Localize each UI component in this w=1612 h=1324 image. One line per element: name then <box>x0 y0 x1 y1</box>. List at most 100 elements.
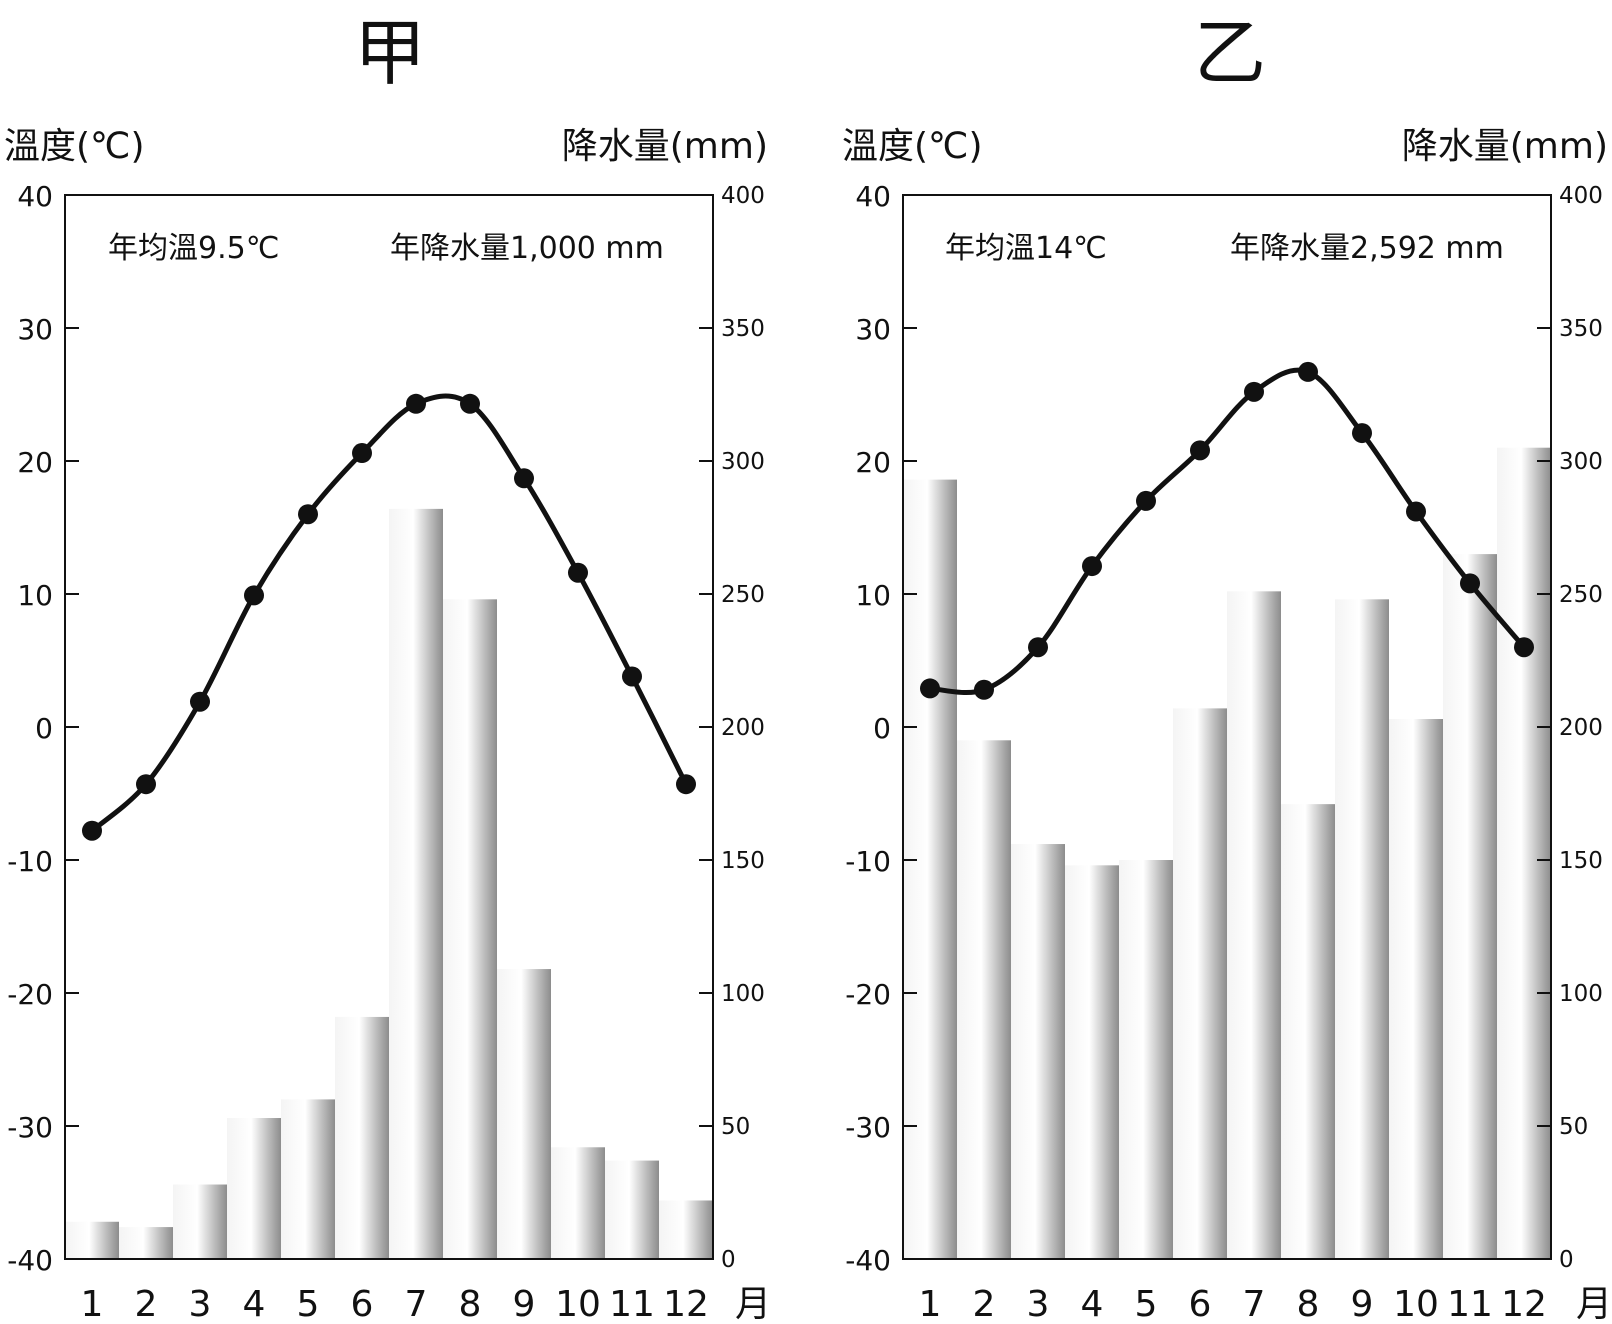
x-axis-label: 月 <box>1576 1284 1612 1324</box>
x-tick-label: 2 <box>973 1284 996 1324</box>
chart-title: 甲 <box>354 11 426 95</box>
temp-point-5 <box>1136 490 1156 511</box>
left-tick-label: 10 <box>855 579 891 612</box>
x-axis-label: 月 <box>735 1284 771 1324</box>
x-tick-label: 10 <box>1393 1284 1439 1324</box>
x-tick-label: 1 <box>81 1284 104 1324</box>
x-tick-label: 11 <box>609 1284 655 1324</box>
temperature-line <box>920 361 1534 700</box>
right-tick-label: 250 <box>1559 582 1603 608</box>
left-tick-label: 30 <box>855 313 891 346</box>
right-tick-label: 200 <box>721 715 765 741</box>
x-tick-label: 5 <box>297 1284 320 1324</box>
left-tick-label: 0 <box>35 712 53 745</box>
right-tick-label: 400 <box>1559 183 1603 209</box>
precip-bar-8 <box>1281 804 1335 1259</box>
precip-bar-12 <box>1497 447 1551 1259</box>
temp-point-7 <box>406 393 426 414</box>
x-tick-label: 6 <box>351 1284 374 1324</box>
precip-bar-6 <box>1173 708 1227 1259</box>
chart-title: 乙 <box>1194 11 1266 95</box>
chart-yi: 乙 溫度(℃) 降水量(mm) 年均溫14℃ 年降水量2,592 mm 月 40… <box>842 11 1612 1324</box>
precip-bar-5 <box>281 1099 335 1259</box>
temp-point-10 <box>1406 501 1426 522</box>
left-tick-label: -30 <box>845 1111 891 1144</box>
left-tick-label: 10 <box>17 579 53 612</box>
left-tick-label: -20 <box>7 978 53 1011</box>
temp-point-11 <box>1460 573 1480 594</box>
precip-bar-8 <box>443 599 497 1259</box>
right-tick-label: 300 <box>721 449 765 475</box>
temp-point-1 <box>82 820 102 841</box>
x-tick-label: 11 <box>1447 1284 1493 1324</box>
temp-point-9 <box>514 468 534 489</box>
precip-bar-2 <box>119 1227 173 1259</box>
x-tick-label: 3 <box>189 1284 212 1324</box>
right-tick-label: 0 <box>1559 1247 1574 1273</box>
left-axis-label: 溫度(℃) <box>842 126 983 167</box>
x-tick-label: 5 <box>1135 1284 1158 1324</box>
right-axis-label: 降水量(mm) <box>562 126 768 167</box>
annotation-temp: 年均溫9.5℃ <box>108 231 279 266</box>
axis-ticks: 403020100-10-20-30-404003503002502001501… <box>845 180 1603 1324</box>
precip-bar-1 <box>903 479 957 1259</box>
x-tick-label: 12 <box>1501 1284 1547 1324</box>
annotation-precip: 年降水量2,592 mm <box>1230 231 1504 266</box>
right-tick-label: 300 <box>1559 449 1603 475</box>
precip-bar-4 <box>1065 865 1119 1259</box>
x-tick-label: 12 <box>663 1284 709 1324</box>
plot-frame <box>64 194 714 1260</box>
precip-bar-11 <box>1443 554 1497 1259</box>
left-tick-label: 20 <box>17 446 53 479</box>
right-tick-label: 100 <box>721 981 765 1007</box>
x-tick-label: 1 <box>919 1284 942 1324</box>
precip-bar-1 <box>65 1221 119 1259</box>
x-tick-label: 9 <box>1351 1284 1374 1324</box>
x-tick-label: 4 <box>1081 1284 1104 1324</box>
left-tick-label: 40 <box>855 180 891 213</box>
x-tick-label: 8 <box>1297 1284 1320 1324</box>
temp-point-8 <box>1298 361 1318 382</box>
temp-point-8 <box>460 393 480 414</box>
chart-jia: 甲 溫度(℃) 降水量(mm) 年均溫9.5℃ 年降水量1,000 mm 月 4… <box>4 11 771 1324</box>
x-tick-label: 4 <box>243 1284 266 1324</box>
temp-point-4 <box>244 585 264 606</box>
temp-point-3 <box>1028 637 1048 658</box>
left-tick-label: -20 <box>845 978 891 1011</box>
temp-point-3 <box>190 691 210 712</box>
left-axis-label: 溫度(℃) <box>4 126 145 167</box>
right-tick-label: 0 <box>721 1247 736 1273</box>
temp-point-5 <box>298 504 318 525</box>
left-tick-label: 0 <box>873 712 891 745</box>
x-tick-label: 7 <box>1243 1284 1266 1324</box>
right-tick-label: 100 <box>1559 981 1603 1007</box>
right-tick-label: 200 <box>1559 715 1603 741</box>
left-tick-label: -40 <box>845 1244 891 1277</box>
right-tick-label: 400 <box>721 183 765 209</box>
left-tick-label: 30 <box>17 313 53 346</box>
annotation-precip: 年降水量1,000 mm <box>390 231 664 266</box>
x-tick-label: 6 <box>1189 1284 1212 1324</box>
temp-point-4 <box>1082 556 1102 577</box>
plot-frame <box>902 194 1552 1260</box>
precip-bar-3 <box>1011 844 1065 1259</box>
precip-bar-7 <box>1227 591 1281 1259</box>
precip-bars <box>65 508 713 1259</box>
precip-bar-7 <box>389 508 443 1259</box>
precip-bar-11 <box>605 1160 659 1259</box>
right-axis-label: 降水量(mm) <box>1402 126 1608 167</box>
right-tick-label: 50 <box>721 1114 750 1140</box>
right-tick-label: 250 <box>721 582 765 608</box>
precip-bar-10 <box>1389 719 1443 1259</box>
precip-bar-2 <box>957 740 1011 1259</box>
temp-point-7 <box>1244 381 1264 402</box>
precip-bar-9 <box>497 969 551 1259</box>
temp-point-2 <box>974 679 994 700</box>
precip-bars <box>903 447 1551 1259</box>
precip-bar-10 <box>551 1147 605 1259</box>
temp-point-2 <box>136 774 156 795</box>
x-tick-label: 9 <box>513 1284 536 1324</box>
x-tick-label: 7 <box>405 1284 428 1324</box>
right-tick-label: 50 <box>1559 1114 1588 1140</box>
